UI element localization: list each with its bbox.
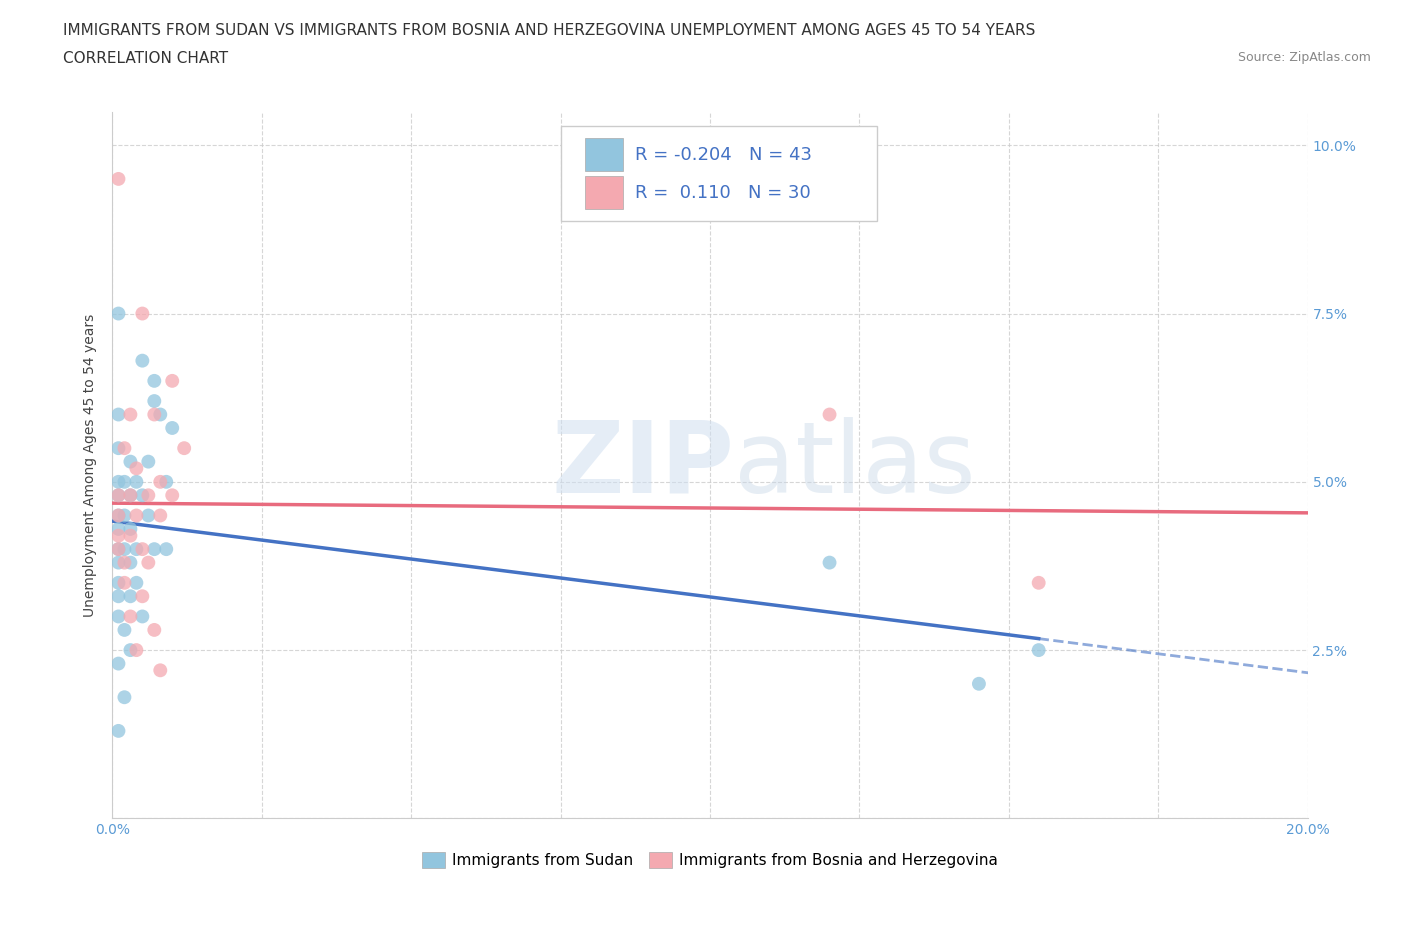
Point [138, 555, 160, 570]
Point [114, 441, 135, 456]
Point [818, 555, 841, 570]
Point [149, 508, 172, 523]
Point [967, 676, 990, 691]
Point [149, 407, 172, 422]
Point [162, 488, 183, 503]
Text: Source: ZipAtlas.com: Source: ZipAtlas.com [1237, 51, 1371, 64]
Point [138, 508, 160, 523]
Point [114, 690, 135, 705]
Point [120, 528, 142, 543]
Text: R =  0.110   N = 30: R = 0.110 N = 30 [634, 184, 810, 202]
Text: R = -0.204   N = 43: R = -0.204 N = 43 [634, 145, 811, 164]
FancyBboxPatch shape [561, 126, 877, 221]
Point [143, 407, 166, 422]
Point [131, 609, 153, 624]
Point [138, 454, 160, 469]
Point [107, 488, 129, 503]
Point [143, 541, 166, 556]
Point [155, 541, 177, 556]
Point [131, 306, 153, 321]
Text: CORRELATION CHART: CORRELATION CHART [63, 51, 228, 66]
Point [107, 508, 129, 523]
Point [149, 663, 172, 678]
Point [818, 407, 841, 422]
Point [107, 657, 129, 671]
Point [125, 643, 148, 658]
Point [125, 576, 148, 591]
Point [143, 622, 166, 637]
Point [120, 522, 142, 537]
Point [143, 393, 166, 408]
Point [107, 541, 129, 556]
Point [138, 488, 160, 503]
Point [155, 474, 177, 489]
Point [107, 541, 129, 556]
Point [120, 643, 142, 658]
Point [107, 589, 129, 604]
Point [107, 488, 129, 503]
Y-axis label: Unemployment Among Ages 45 to 54 years: Unemployment Among Ages 45 to 54 years [83, 313, 97, 617]
Point [1028, 643, 1050, 658]
Text: ZIP: ZIP [551, 417, 734, 513]
Point [173, 441, 195, 456]
Point [120, 555, 142, 570]
Point [120, 589, 142, 604]
Point [149, 474, 172, 489]
Point [114, 541, 135, 556]
Point [1028, 576, 1050, 591]
Text: IMMIGRANTS FROM SUDAN VS IMMIGRANTS FROM BOSNIA AND HERZEGOVINA UNEMPLOYMENT AMO: IMMIGRANTS FROM SUDAN VS IMMIGRANTS FROM… [63, 23, 1036, 38]
Legend: Immigrants from Sudan, Immigrants from Bosnia and Herzegovina: Immigrants from Sudan, Immigrants from B… [416, 846, 1004, 874]
Point [131, 353, 153, 368]
Point [143, 374, 166, 389]
Point [114, 555, 135, 570]
Point [125, 461, 148, 476]
Point [107, 522, 129, 537]
Point [107, 555, 129, 570]
Point [114, 622, 135, 637]
Point [107, 609, 129, 624]
Point [107, 724, 129, 738]
Point [125, 508, 148, 523]
Point [131, 589, 153, 604]
Point [114, 508, 135, 523]
Point [114, 576, 135, 591]
Point [107, 528, 129, 543]
Text: atlas: atlas [734, 417, 976, 513]
Point [107, 306, 129, 321]
Point [120, 454, 142, 469]
FancyBboxPatch shape [585, 139, 623, 171]
Point [107, 407, 129, 422]
Point [120, 407, 142, 422]
Point [107, 474, 129, 489]
FancyBboxPatch shape [585, 177, 623, 209]
Point [114, 474, 135, 489]
Point [107, 576, 129, 591]
Point [120, 609, 142, 624]
Point [162, 374, 183, 389]
Point [125, 474, 148, 489]
Point [162, 420, 183, 435]
Point [107, 441, 129, 456]
Point [120, 488, 142, 503]
Point [120, 488, 142, 503]
Point [125, 541, 148, 556]
Point [131, 541, 153, 556]
Point [107, 508, 129, 523]
Point [131, 488, 153, 503]
Point [107, 171, 129, 186]
